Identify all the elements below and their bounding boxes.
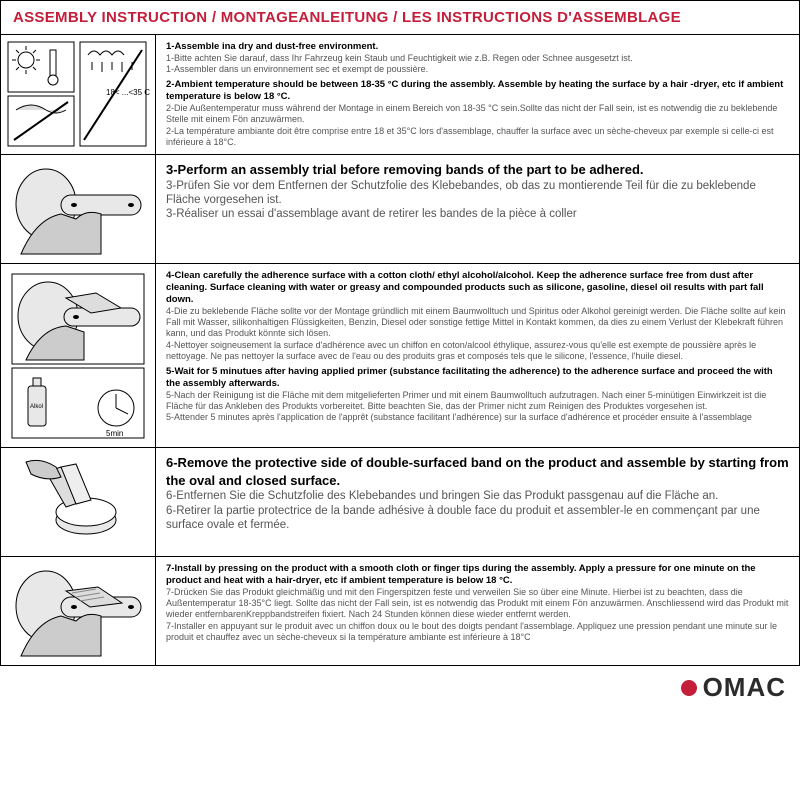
icon-cell-4	[1, 448, 156, 556]
step-2-de: 2-Die Außentemperatur muss während der M…	[166, 103, 789, 126]
svg-text:Alkol: Alkol	[30, 404, 43, 410]
remove-icon	[6, 452, 151, 552]
step-3-de: 3-Prüfen Sie vor dem Entfernen der Schut…	[166, 179, 789, 208]
step-7-fr: 7-Installer en appuyant sur le produit a…	[166, 621, 789, 644]
step-row-4: 6-Remove the protective side of double-s…	[0, 447, 800, 556]
step-7-de: 7-Drücken Sie das Produkt gleichmäßig un…	[166, 587, 789, 621]
text-cell-5: 7-Install by pressing on the product wit…	[156, 557, 799, 665]
step-5-de: 5-Nach der Reinigung ist die Fläche mit …	[166, 390, 789, 413]
step-6-de: 6-Entfernen Sie die Schutzfolie des Kleb…	[166, 489, 789, 503]
step-3-en: 3-Perform an assembly trial before remov…	[166, 161, 789, 179]
step-4-en: 4-Clean carefully the adherence surface …	[166, 270, 789, 306]
step-row-3: Alkol 5min 4-Clean carefully the adheren…	[0, 263, 800, 447]
step-2-en: 2-Ambient temperature should be between …	[166, 79, 789, 103]
step-5-en: 5-Wait for 5 minutues after having appli…	[166, 366, 789, 390]
step-1-de: 1-Bitte achten Sie darauf, dass Ihr Fahr…	[166, 53, 789, 64]
step-2-fr: 2-La température ambiante doit être comp…	[166, 126, 789, 149]
step-row-5: 7-Install by pressing on the product wit…	[0, 556, 800, 666]
step-6-en: 6-Remove the protective side of double-s…	[166, 454, 789, 489]
step-3-fr: 3-Réaliser un essai d'assemblage avant d…	[166, 207, 789, 221]
footer: OMAC	[0, 666, 800, 703]
icon-cell-1: 18< ...<35 C	[1, 35, 156, 154]
step-row-2: 3-Perform an assembly trial before remov…	[0, 154, 800, 263]
clean-icon: Alkol 5min	[6, 268, 151, 443]
icon-cell-5	[1, 557, 156, 665]
step-1-fr: 1-Assembler dans un environnement sec et…	[166, 64, 789, 75]
text-cell-4: 6-Remove the protective side of double-s…	[156, 448, 799, 556]
trial-icon	[6, 159, 151, 259]
step-4-fr: 4-Nettoyer soigneusement la surface d'ad…	[166, 340, 789, 363]
step-4-de: 4-Die zu beklebende Fläche sollte vor de…	[166, 306, 789, 340]
icon-cell-3: Alkol 5min	[1, 264, 156, 447]
step-1-en: 1-Assemble ina dry and dust-free environ…	[166, 41, 789, 53]
step-7-en: 7-Install by pressing on the product wit…	[166, 563, 789, 587]
step-row-1: 18< ...<35 C 1-Assemble ina dry and dust…	[0, 34, 800, 154]
environment-icon: 18< ...<35 C	[6, 40, 151, 150]
brand-logo: OMAC	[681, 672, 786, 703]
text-cell-1: 1-Assemble ina dry and dust-free environ…	[156, 35, 799, 154]
logo-dot-icon	[681, 680, 697, 696]
icon-cell-2	[1, 155, 156, 263]
page-title: ASSEMBLY INSTRUCTION / MONTAGEANLEITUNG …	[0, 0, 800, 34]
temp-label: 18< ...<35 C	[106, 88, 150, 97]
install-icon	[6, 561, 151, 661]
step-6-fr: 6-Retirer la partie protectrice de la ba…	[166, 504, 789, 533]
step-5-fr: 5-Attender 5 minutes après l'application…	[166, 412, 789, 423]
svg-text:5min: 5min	[106, 429, 123, 438]
text-cell-2: 3-Perform an assembly trial before remov…	[156, 155, 799, 263]
text-cell-3: 4-Clean carefully the adherence surface …	[156, 264, 799, 447]
logo-text: OMAC	[703, 672, 786, 703]
